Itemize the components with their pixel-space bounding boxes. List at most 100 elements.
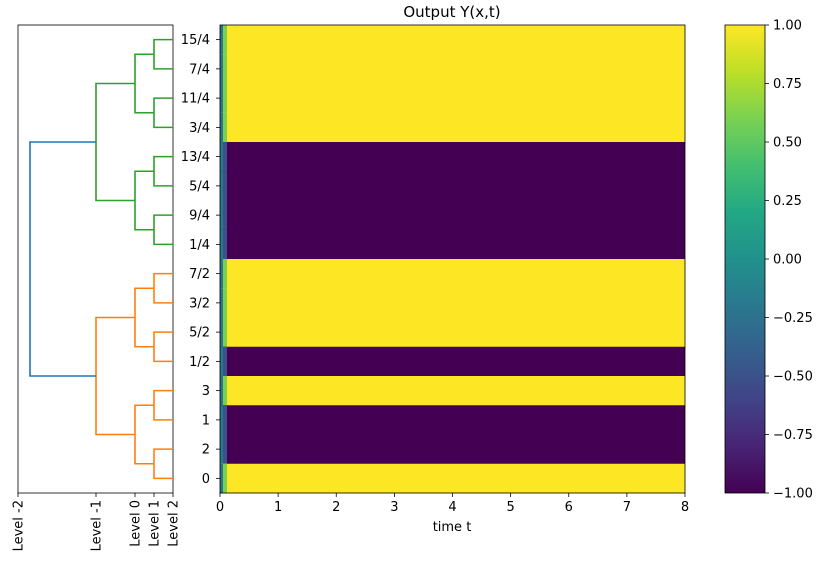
heatmap-transient-cell xyxy=(220,288,223,318)
colorbar-tick-label: −1.00 xyxy=(773,487,813,502)
y-tick-label: 5/4 xyxy=(189,179,210,194)
colorbar-tick-label: −0.75 xyxy=(773,428,813,443)
heatmap-row xyxy=(220,83,685,114)
heatmap-transient-cell xyxy=(223,434,227,465)
heatmap-transient-cell xyxy=(220,405,223,435)
x-tick-label: 4 xyxy=(448,500,456,515)
x-tick-label: 3 xyxy=(390,500,398,515)
heatmap-transient-cell xyxy=(223,25,227,55)
heatmap-transient-cell xyxy=(220,112,223,143)
y-tick-label: 3/2 xyxy=(189,296,210,311)
dendrogram-x-tick-label: Level 2 xyxy=(167,500,182,547)
heatmap-transient-cell xyxy=(223,142,227,172)
colorbar-tick-label: 0.00 xyxy=(773,253,802,268)
heatmap-transient-cell xyxy=(223,229,227,260)
colorbar-tick-label: −0.50 xyxy=(773,370,813,385)
colorbar-tick-label: 0.75 xyxy=(773,77,802,92)
x-axis-label: time t xyxy=(433,520,472,535)
colorbar-tick-label: −0.25 xyxy=(773,311,813,326)
x-tick-label: 7 xyxy=(623,500,631,515)
heatmap-transient-cell xyxy=(220,346,223,377)
dendrogram-panel: Level -2 Level -1 Level 0 Level 1 Level 2 xyxy=(12,24,182,551)
dendrogram-x-tick-label: Level 1 xyxy=(148,500,163,547)
y-tick-label: 11/4 xyxy=(181,92,210,107)
colorbar-axis: 1.00 0.75 0.50 0.25 0.00 −0.25 −0.50 −0.75 −1.00 xyxy=(765,19,813,502)
colorbar: 1.00 0.75 0.50 0.25 0.00 −0.25 −0.50 −0.75 −1.00 xyxy=(724,19,813,502)
dendrogram-root-link xyxy=(29,141,96,377)
heatmap-transient-cell xyxy=(223,317,227,348)
colorbar-gradient xyxy=(724,24,766,494)
x-tick-label: 2 xyxy=(332,500,340,515)
y-tick-label: 0 xyxy=(202,472,210,487)
colorbar-tick-label: 0.25 xyxy=(773,194,802,209)
y-tick-label: 7/4 xyxy=(189,62,210,77)
heatmap-transient-cell xyxy=(223,112,227,143)
heatmap-row xyxy=(220,317,685,348)
heatmap-transient-cell xyxy=(220,259,223,289)
heatmap-row xyxy=(220,25,685,55)
y-tick-label: 15/4 xyxy=(181,33,210,48)
heatmap-transient-cell xyxy=(220,54,223,84)
y-tick-label: 1 xyxy=(202,413,210,428)
heatmap-x-axis: 0 1 2 3 4 5 6 7 8 xyxy=(216,493,689,515)
y-tick-label: 2 xyxy=(202,443,210,458)
heatmap-row xyxy=(220,405,685,435)
heatmap-row xyxy=(220,54,685,84)
heatmap-row xyxy=(220,434,685,465)
heatmap-transient-cell xyxy=(223,259,227,289)
heatmap-cells xyxy=(220,25,685,494)
heatmap-panel: Output Y(x,t) 15/47/411/43/413/45/49/41/… xyxy=(181,3,689,535)
heatmap-transient-cell xyxy=(223,288,227,318)
heatmap-transient-cell xyxy=(220,142,223,172)
heatmap-row xyxy=(220,376,685,406)
y-tick-label: 3/4 xyxy=(189,121,210,136)
heatmap-transient-cell xyxy=(223,54,227,84)
heatmap-row xyxy=(220,346,685,377)
chart-title: Output Y(x,t) xyxy=(403,3,500,21)
heatmap-row xyxy=(220,259,685,289)
y-tick-label: 9/4 xyxy=(189,209,210,224)
heatmap-transient-cell xyxy=(223,376,227,406)
heatmap-row xyxy=(220,112,685,143)
heatmap-row xyxy=(220,171,685,201)
heatmap-y-axis: 15/4 7/4 11/4 3/4 13/4 5/4 9/4 1/4 7/2 3/2 5/2 1/2 3… xyxy=(181,33,220,487)
y-tick-label: 5/2 xyxy=(189,326,210,341)
heatmap-transient-cell xyxy=(220,229,223,260)
heatmap-transient-cell xyxy=(220,376,223,406)
y-tick-label: 3 xyxy=(202,384,210,399)
colorbar-tick-label: 0.50 xyxy=(773,136,802,151)
x-tick-label: 5 xyxy=(506,500,514,515)
heatmap-transient-cell xyxy=(220,434,223,465)
x-tick-label: 0 xyxy=(216,500,224,515)
y-tick-label: 1/4 xyxy=(189,238,210,253)
heatmap-row xyxy=(220,463,685,494)
y-tick-label: 13/4 xyxy=(181,150,210,165)
heatmap-transient-cell xyxy=(220,463,223,494)
heatmap-transient-cell xyxy=(220,200,223,231)
dendrogram-links xyxy=(29,38,173,480)
x-tick-label: 6 xyxy=(565,500,573,515)
x-tick-label: 1 xyxy=(274,500,282,515)
heatmap-transient-cell xyxy=(220,317,223,348)
dendrogram-x-tick-label: Level -2 xyxy=(12,500,27,551)
colorbar-tick-label: 1.00 xyxy=(773,19,802,34)
heatmap-transient-cell xyxy=(223,171,227,201)
heatmap-transient-cell xyxy=(223,405,227,435)
heatmap-row xyxy=(220,142,685,172)
y-tick-label: 1/2 xyxy=(189,355,210,370)
heatmap-row xyxy=(220,200,685,231)
heatmap-transient-cell xyxy=(220,83,223,114)
heatmap-transient-cell xyxy=(223,463,227,494)
x-tick-label: 8 xyxy=(681,500,689,515)
y-tick-label: 7/2 xyxy=(189,267,210,282)
heatmap-transient-cell xyxy=(220,25,223,55)
dendrogram-x-tick-label: Level 0 xyxy=(129,500,144,547)
heatmap-transient-cell xyxy=(223,200,227,231)
heatmap-transient-cell xyxy=(223,346,227,377)
heatmap-transient-cell xyxy=(223,83,227,114)
dendrogram-x-tick-label: Level -1 xyxy=(90,500,105,551)
dendrogram-x-axis: Level -2 Level -1 Level 0 Level 1 Level 2 xyxy=(12,493,182,551)
heatmap-row xyxy=(220,229,685,260)
heatmap-transient-cell xyxy=(220,171,223,201)
